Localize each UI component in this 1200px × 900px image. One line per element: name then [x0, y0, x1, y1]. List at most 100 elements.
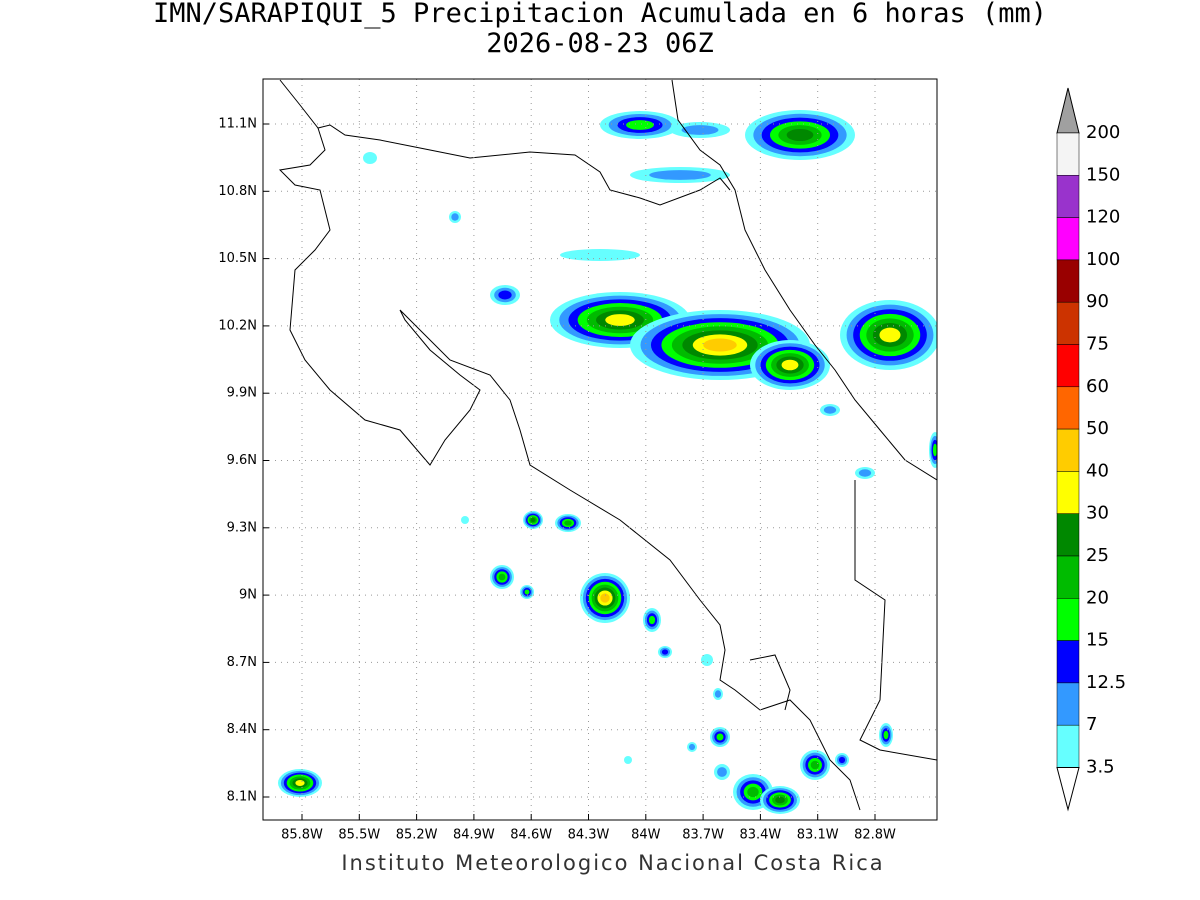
colorbar: 200 150 120 100 90 75 60 50 40 30 25 20 15 12.5 7 3.5: [1056, 87, 1126, 812]
colorbar-label: 7: [1086, 714, 1097, 735]
colorbar-label: 40: [1086, 460, 1109, 481]
colorbar-label: 20: [1086, 587, 1109, 608]
coast: [278, 127, 861, 811]
lat-label: 9.9N: [227, 386, 257, 401]
precip-cell: [688, 743, 696, 751]
colorbar-box: [1056, 471, 1080, 514]
precip-cell: [747, 786, 759, 798]
lon-label: 85.2W: [396, 828, 438, 843]
precip-cell: [451, 213, 459, 221]
precip-cell: [295, 780, 305, 786]
lat-label: 9.6N: [227, 453, 257, 468]
colorbar-label: 60: [1086, 376, 1109, 397]
precip-cell: [648, 615, 656, 625]
colorbar-label: 25: [1086, 545, 1109, 566]
precip-cell: [781, 359, 799, 371]
lat-label: 10.8N: [218, 184, 257, 199]
colorbar-box: [1056, 428, 1080, 472]
colorbar-label: 30: [1086, 503, 1109, 524]
lat-label: 8.1N: [227, 790, 257, 805]
colorbar-label: 150: [1086, 164, 1120, 185]
colorbar-box: [1056, 598, 1080, 641]
colorbar-over: [1056, 87, 1080, 134]
lat-label: 11.1N: [218, 117, 257, 132]
lon-label: 83.4W: [739, 828, 781, 843]
coast: [749, 654, 791, 711]
lon-label: 84.6W: [510, 828, 552, 843]
lon-label: 84.9W: [453, 828, 495, 843]
precip-cell: [560, 249, 640, 261]
subtitle: 2026-08-23 06Z: [486, 28, 714, 59]
lat-label: 10.2N: [218, 318, 257, 333]
precip-cell: [624, 756, 632, 764]
precip-cell: [786, 128, 814, 142]
precip-cell: [823, 406, 837, 414]
precip-cell: [661, 649, 669, 655]
colorbar-box: [1056, 217, 1080, 261]
colorbar-label: 200: [1086, 122, 1120, 143]
colorbar-box: [1056, 301, 1080, 345]
lat-label: 8.4N: [227, 722, 257, 737]
precip-cell: [600, 593, 610, 603]
colorbar-label: 90: [1086, 291, 1109, 312]
coast: [854, 480, 937, 761]
colorbar-box: [1056, 259, 1080, 303]
precip-cell: [524, 589, 530, 595]
precip-cell: [775, 796, 785, 804]
colorbar-box: [1056, 640, 1080, 684]
coastlines: [278, 79, 937, 811]
lon-label: 85.5W: [338, 828, 380, 843]
colorbar-box: [1056, 175, 1080, 218]
footer: Instituto Meteorologico Nacional Costa R…: [341, 851, 884, 875]
lat-label: 8.7N: [227, 655, 257, 670]
precip-cell: [717, 767, 727, 777]
colorbar-box: [1056, 344, 1080, 388]
lat-label: 9.3N: [227, 520, 257, 535]
lon-label: 85.8W: [281, 828, 323, 843]
precip-cell: [564, 520, 572, 526]
coast: [671, 79, 937, 481]
precip-cell: [498, 290, 512, 300]
precip-cell: [498, 573, 506, 581]
colorbar-label: 15: [1086, 630, 1109, 651]
colorbar-label: 100: [1086, 249, 1120, 270]
precip-cell: [838, 756, 846, 764]
precip-cell: [626, 120, 654, 130]
colorbar-box: [1056, 132, 1080, 176]
lon-label: 82.8W: [854, 828, 896, 843]
precip-field: [278, 110, 937, 814]
precip-cell: [649, 170, 711, 180]
precip-cell: [883, 730, 889, 740]
lon-label: 83.1W: [797, 828, 839, 843]
colorbar-box: [1056, 682, 1080, 726]
map-frame: [262, 78, 938, 821]
lat-label: 10.5N: [218, 251, 257, 266]
colorbar-label: 3.5: [1086, 757, 1115, 778]
precip-cell: [810, 760, 820, 770]
precip-cell: [703, 338, 737, 352]
colorbar-label: 120: [1086, 207, 1120, 228]
colorbar-box: [1056, 724, 1080, 768]
precip-cell: [681, 125, 719, 135]
precip-cell: [701, 654, 713, 666]
colorbar-box: [1056, 555, 1080, 599]
graticule: 11.1N 10.8N 10.5N 10.2N 9.9N 9.6N 9.3N 9N 8.7N 8.…: [218, 79, 937, 843]
lon-label: 84.3W: [568, 828, 610, 843]
colorbar-label: 50: [1086, 418, 1109, 439]
precip-cell: [714, 690, 722, 698]
precip-cell: [858, 469, 872, 477]
precip-cell: [716, 733, 724, 741]
precip-cell: [461, 516, 469, 524]
colorbar-label: 12.5: [1086, 672, 1126, 693]
colorbar-label: 75: [1086, 334, 1109, 355]
coast: [279, 79, 731, 206]
precip-cell: [530, 517, 536, 523]
precip-cell: [363, 152, 377, 164]
precip-cell: [879, 327, 901, 343]
lon-label: 83.7W: [682, 828, 724, 843]
colorbar-under: [1056, 767, 1080, 812]
colorbar-box: [1056, 386, 1080, 430]
precip-cell: [605, 314, 635, 326]
title: IMN/SARAPIQUI_5 Precipitacion Acumulada …: [153, 0, 1047, 29]
